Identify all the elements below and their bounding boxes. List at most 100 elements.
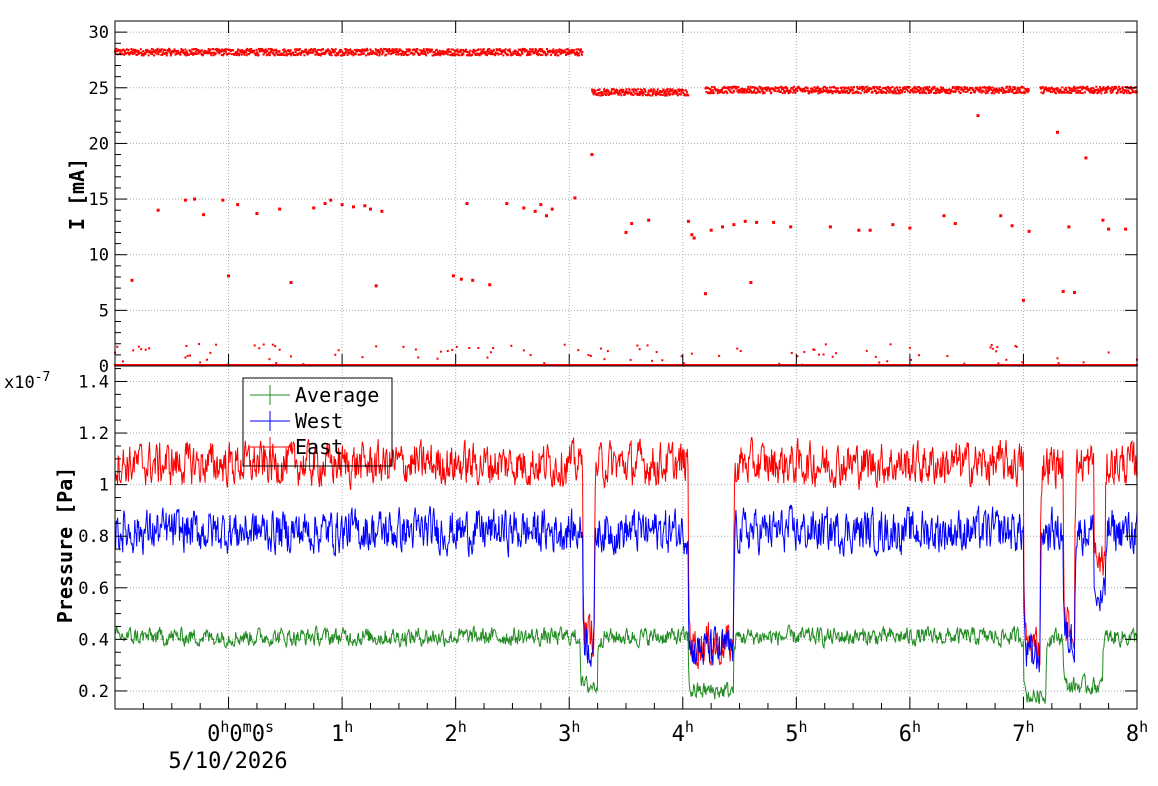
current-low-point [132,349,135,352]
current-point [598,94,601,97]
current-point [1110,91,1113,94]
current-zero-point [195,364,198,366]
current-point [494,54,497,57]
current-point [868,89,871,92]
current-point [617,93,620,96]
current-point [390,52,393,55]
current-point [759,87,762,90]
current-point [258,50,261,53]
current-point [719,90,722,93]
current-zero-point [363,364,366,366]
current-zero-point [531,364,534,366]
current-point [1002,88,1005,91]
current-point [673,92,676,95]
current-zero-point [588,364,591,366]
current-zero-point [942,364,945,366]
current-point [727,88,730,91]
current-point [450,48,453,51]
current-point [1118,85,1121,88]
current-zero-point [689,364,692,366]
current-point [620,94,623,97]
current-zero-point [506,364,509,366]
current-zero-point [318,364,321,366]
current-zero-point [941,364,944,366]
current-point [1002,89,1005,92]
current-zero-point [425,364,428,366]
current-zero-point [193,364,196,366]
current-zero-point [327,364,330,366]
current-point [567,53,570,56]
current-point [610,92,613,95]
current-point [956,85,959,88]
current-point [952,86,955,89]
current-outlier [772,220,776,224]
current-zero-point [585,364,588,366]
current-zero-point [412,364,415,366]
current-point [122,48,125,51]
current-point [348,52,351,55]
current-zero-point [1125,364,1128,366]
current-point [184,52,187,55]
current-zero-point [1095,364,1098,366]
xtick-label: 4h [672,718,694,747]
current-zero-point [210,364,213,366]
current-point [818,91,821,94]
current-zero-point [372,364,375,366]
current-point [272,51,275,54]
current-point [836,90,839,93]
current-point [362,52,365,55]
current-zero-point [233,364,236,366]
current-point [886,89,889,92]
current-zero-point [242,364,245,366]
current-zero-point [619,364,622,366]
current-point [899,92,902,95]
current-zero-point [995,364,998,366]
current-point [466,50,469,53]
current-zero-point [853,364,856,366]
current-point [994,89,997,92]
current-zero-point [671,364,674,366]
current-point [175,49,178,52]
current-zero-point [149,364,152,366]
current-point [263,50,266,53]
current-point [153,50,156,53]
current-point [1002,91,1005,94]
current-point [945,88,948,91]
current-zero-point [202,364,205,366]
current-zero-point [897,364,900,366]
current-zero-point [1088,364,1091,366]
current-zero-point [841,364,844,366]
current-zero-point [1009,364,1012,366]
current-point [182,49,185,52]
current-zero-point [528,364,531,366]
current-zero-point [1129,364,1132,366]
current-zero-point [558,364,561,366]
current-point [685,90,688,93]
current-point [365,54,368,57]
current-point [642,91,645,94]
current-point [1095,85,1098,88]
current-point [539,48,542,51]
current-zero-point [1070,364,1073,366]
current-point [619,89,622,92]
current-point [572,50,575,53]
current-point [468,53,471,56]
current-zero-point [121,364,124,366]
current-point [850,86,853,89]
current-zero-point [1106,364,1109,366]
current-point [385,53,388,56]
current-point [446,48,449,51]
current-zero-point [940,364,943,366]
current-zero-point [538,364,541,366]
current-zero-point [542,364,545,366]
current-zero-point [988,364,991,366]
pressure-line-east [114,436,1138,670]
current-point [248,48,251,51]
current-point [927,89,930,92]
current-point [270,47,273,50]
current-zero-point [992,364,995,366]
current-zero-point [416,364,419,366]
current-zero-point [857,364,860,366]
current-zero-point [743,364,746,366]
current-point [1000,88,1003,91]
